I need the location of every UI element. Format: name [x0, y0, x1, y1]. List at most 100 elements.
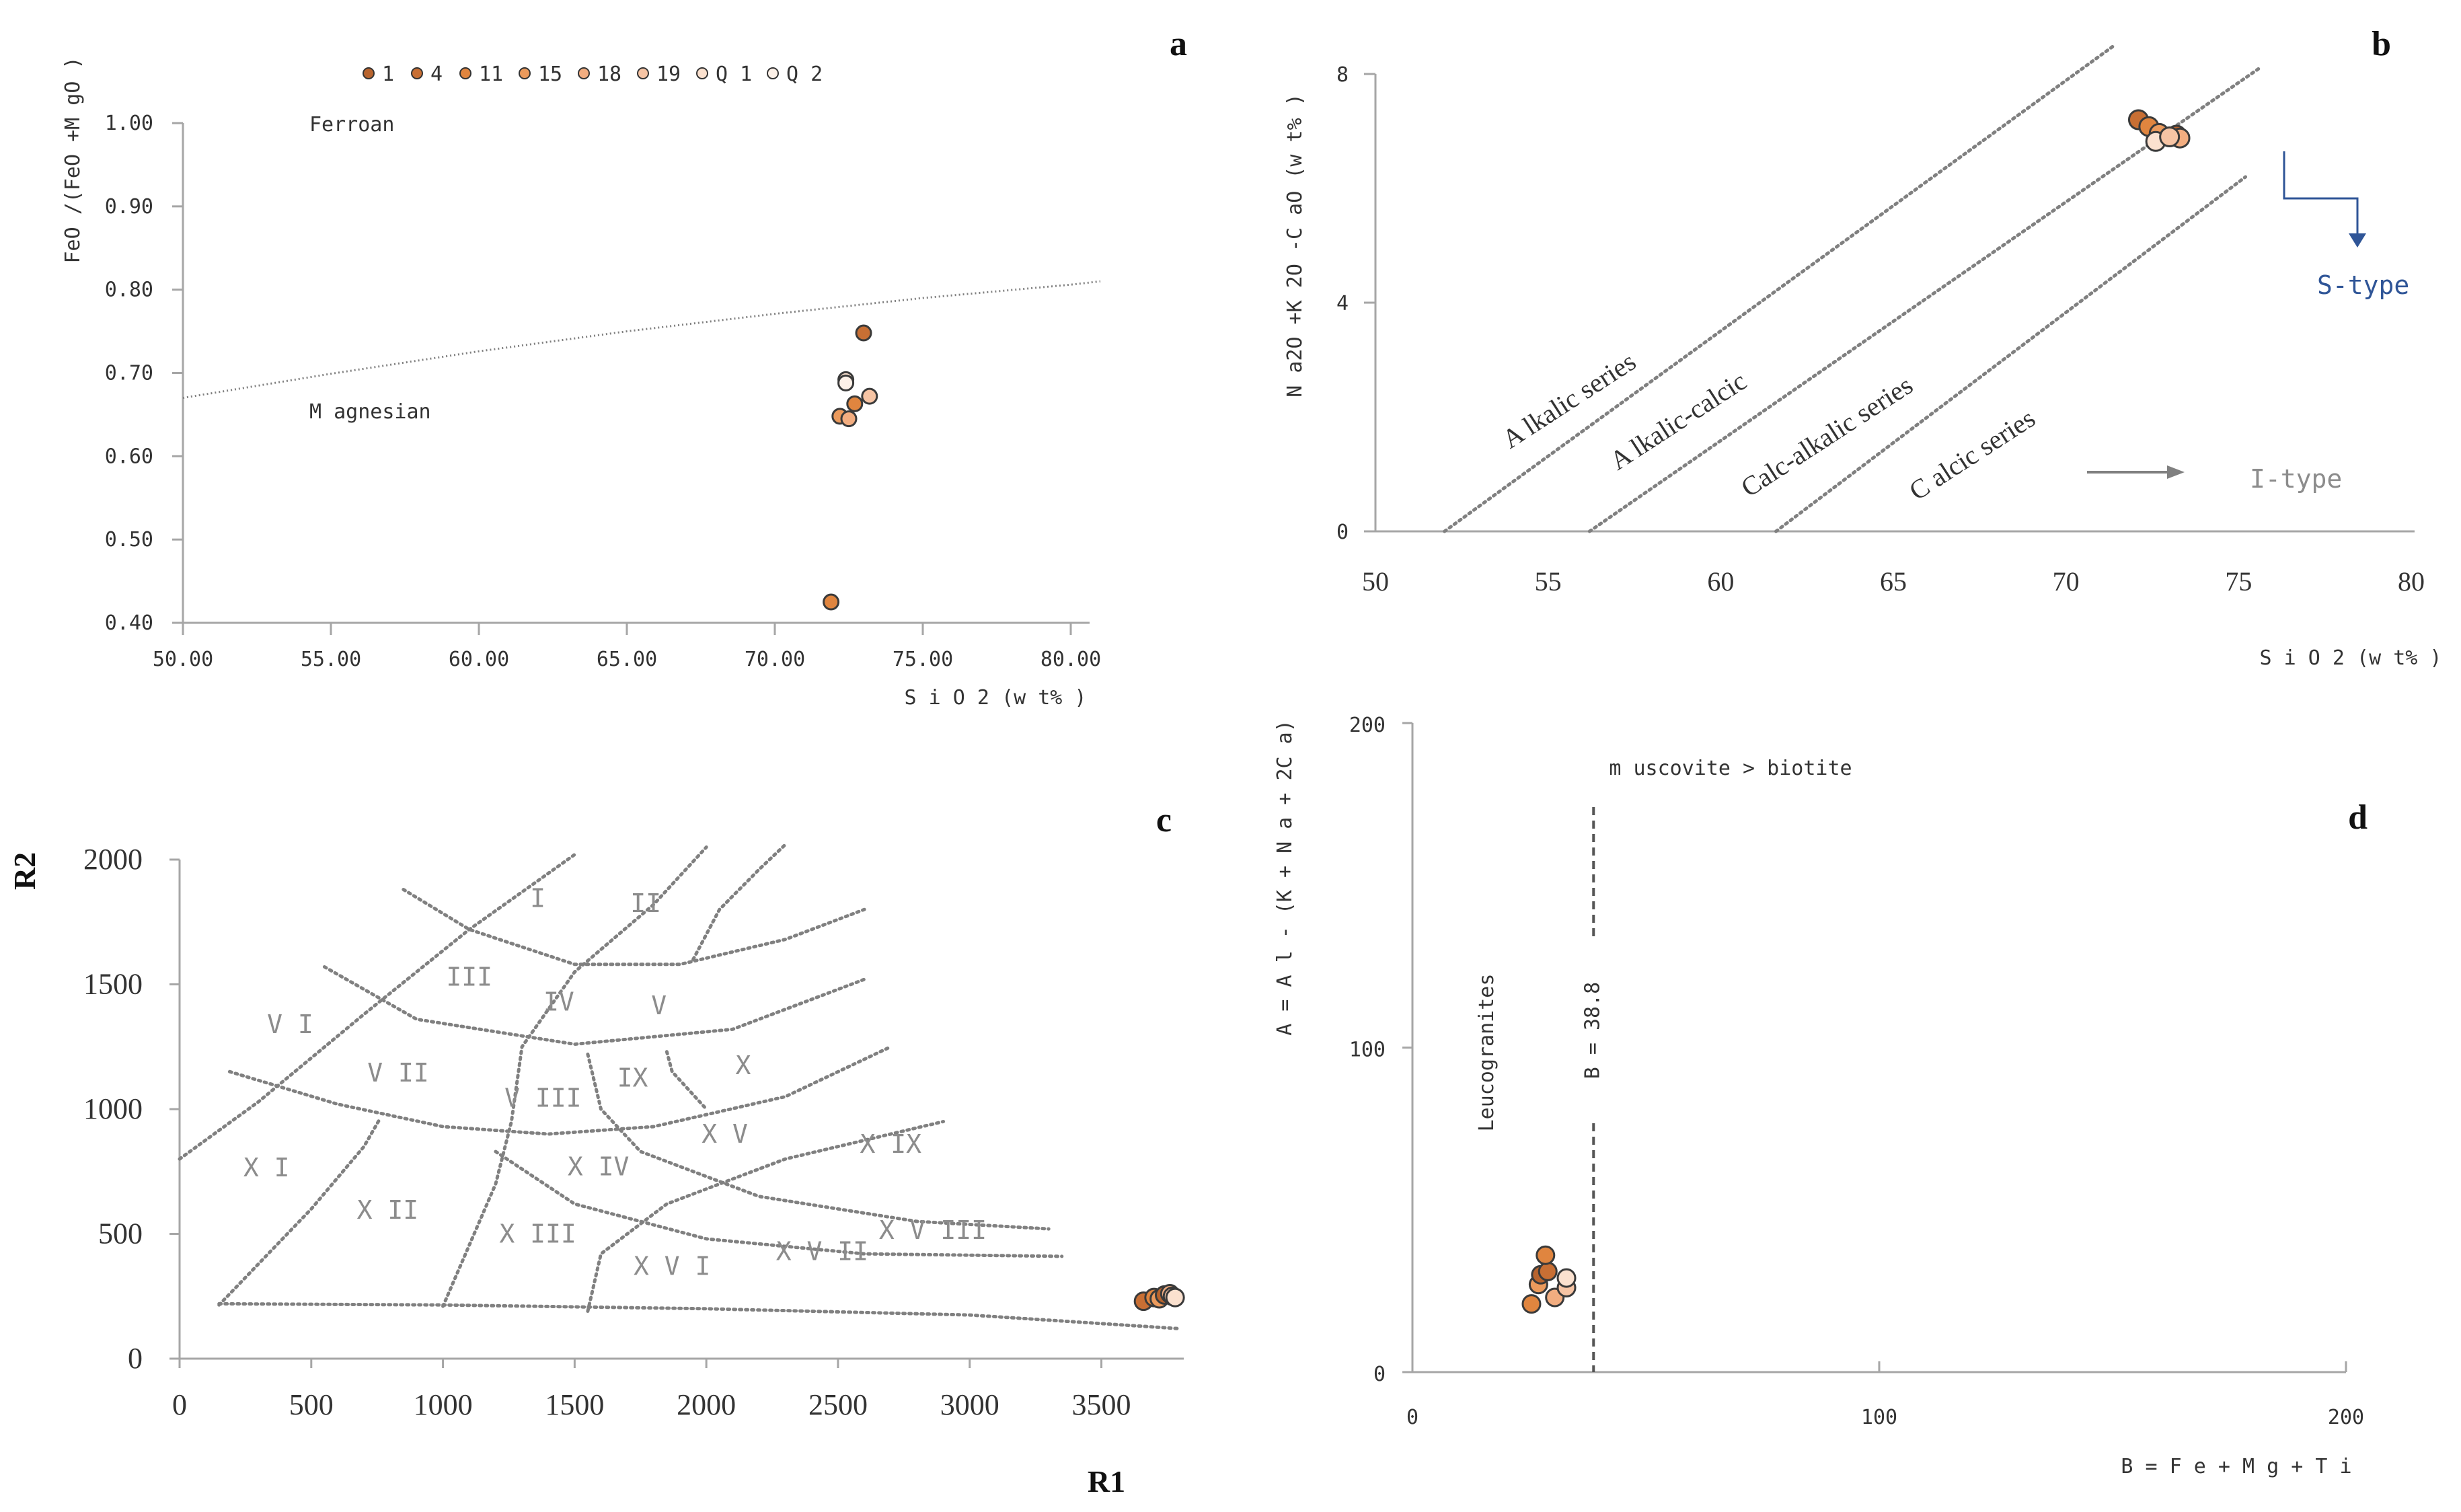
x-tick-label: 55: [1535, 566, 1562, 597]
field-boundary: [227, 1045, 893, 1136]
panel-c: 0 500 1000 1500 2000 0 500 1000 1500 2000 2500 3000…: [7, 801, 1185, 1499]
itype-arrow-head: [2167, 465, 2185, 479]
x-axis-title: S i O 2 (w t% ): [2260, 646, 2442, 670]
y-tick-label: 100: [1349, 1038, 1386, 1062]
field-boundary: [494, 1149, 1064, 1258]
leucogranites-label: Leucogranites: [1475, 974, 1499, 1132]
x-tick-label: 60.00: [449, 648, 509, 671]
legend-label: 15: [538, 63, 562, 86]
field-label: I: [530, 883, 545, 913]
panel-label: d: [2348, 798, 2368, 837]
field-label: IX: [617, 1063, 648, 1093]
data-point: [837, 374, 855, 391]
x-tick-label: 1000: [414, 1388, 473, 1421]
x-tick-label: 65: [1880, 566, 1907, 597]
legend-label: 19: [656, 63, 681, 86]
itype-label: I-type: [2250, 464, 2342, 494]
field-label: X IV: [568, 1151, 630, 1181]
field-label: V III: [504, 1083, 581, 1112]
x-tick-label: 70: [2053, 566, 2080, 597]
x-tick-label: 80: [2398, 566, 2425, 597]
y-tick-label: 1500: [83, 968, 143, 1001]
region-label-magnesian: M agnesian: [309, 400, 431, 424]
legend-marker: [411, 67, 423, 79]
x-tick-label: 3000: [940, 1388, 999, 1421]
field-label: X V: [702, 1119, 748, 1149]
data-point: [1536, 1245, 1556, 1265]
panel-label: b: [2372, 25, 2391, 63]
field-label: II: [630, 889, 661, 918]
stype-label: S-type: [2317, 270, 2409, 300]
field-boundary: [322, 965, 866, 1047]
data-point: [846, 395, 864, 412]
field-boundary: [178, 853, 576, 1161]
data-point: [1521, 1294, 1542, 1314]
stype-arrow-line: [2283, 151, 2359, 239]
legend-label: 4: [430, 63, 443, 86]
x-tick-label: 100: [1861, 1406, 1897, 1429]
x-tick-label: 2000: [677, 1388, 736, 1421]
field-boundary: [691, 843, 788, 961]
legend-marker: [459, 67, 471, 79]
x-tick-label: 60: [1707, 566, 1734, 597]
field-label: V I: [267, 1010, 313, 1039]
x-tick-label: 0: [1406, 1406, 1418, 1429]
data-point: [1538, 1261, 1558, 1281]
y-tick-label: 200: [1349, 714, 1386, 737]
legend-label: Q 2: [786, 63, 823, 86]
field-boundary: [217, 1301, 1182, 1330]
y-axis-title: FeO /(FeO +M gO ): [61, 56, 85, 263]
field-label: X V III: [879, 1215, 987, 1245]
data-point: [840, 410, 858, 428]
x-tick-label: 3500: [1072, 1388, 1131, 1421]
x-tick-label: 2500: [808, 1388, 868, 1421]
x-tick-label: 65.00: [597, 648, 657, 671]
y-tick-label: 0.50: [105, 528, 153, 552]
legend-marker: [696, 67, 708, 79]
x-tick-label: 0: [172, 1388, 187, 1421]
legend-marker: [578, 67, 590, 79]
x-tick-label: 70.00: [745, 648, 805, 671]
series-boundary-line: [1443, 44, 2116, 533]
data-point: [2159, 126, 2181, 147]
x-tick-label: 50: [1362, 566, 1389, 597]
y-tick-label: 8: [1336, 63, 1349, 87]
field-boundary: [441, 845, 708, 1308]
data-point: [861, 387, 878, 405]
x-tick-label: 75: [2225, 566, 2252, 597]
y-tick-label: 0: [128, 1342, 143, 1375]
y-tick-label: 1000: [83, 1092, 143, 1125]
y-tick-label: 2000: [83, 843, 143, 876]
field-label: X V II: [776, 1236, 868, 1266]
legend-marker: [519, 67, 531, 79]
series-boundary-line: [1774, 175, 2248, 533]
legend-label: Q 1: [716, 63, 752, 86]
y-axis-title: A = A l - (K + N a + 2C a): [1273, 720, 1297, 1036]
series-label: A lkalic series: [1497, 346, 1641, 454]
field-boundary: [402, 888, 866, 967]
field-boundary: [586, 1052, 1051, 1231]
panel-a: 0.40 0.50 0.60 0.70 0.80 0.90 1.00 50.00 55.00 60…: [61, 25, 1187, 710]
region-label-ferroan: Ferroan: [309, 113, 394, 137]
legend-label: 11: [479, 63, 503, 86]
field-label: IV: [543, 987, 574, 1016]
x-tick-label: 80.00: [1040, 648, 1101, 671]
panel-label: c: [1156, 801, 1172, 839]
x-tick-label: 200: [2328, 1406, 2364, 1429]
muscovite-biotite-label: m uscovite > biotite: [1609, 757, 1852, 780]
y-axis-title: N a2O +K 2O -C aO (w t% ): [1283, 93, 1307, 398]
field-label: X: [736, 1051, 751, 1080]
x-axis-title: S i O 2 (w t% ): [905, 686, 1087, 710]
field-boundary: [586, 1120, 946, 1313]
series-label: A lkalic-calcic: [1604, 365, 1751, 476]
field-label: X II: [357, 1195, 419, 1225]
y-tick-label: 0.80: [105, 278, 153, 302]
field-label: V: [651, 991, 667, 1020]
x-tick-label: 75.00: [893, 648, 953, 671]
data-point: [1556, 1268, 1577, 1288]
x-axis-title: R1: [1088, 1464, 1125, 1499]
data-point: [1165, 1287, 1185, 1308]
field-label: III: [446, 962, 492, 991]
field-label: X IX: [860, 1129, 922, 1159]
